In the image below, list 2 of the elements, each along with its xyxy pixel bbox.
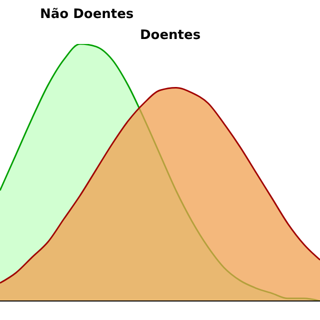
text: Doentes xyxy=(140,28,201,43)
text: Não Doentes xyxy=(40,7,134,22)
